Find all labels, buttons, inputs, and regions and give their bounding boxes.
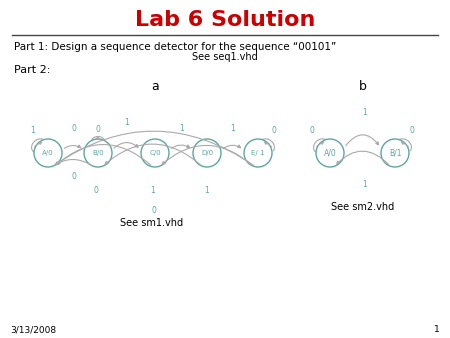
Text: b: b: [359, 79, 367, 93]
Circle shape: [193, 139, 221, 167]
Text: 0: 0: [95, 125, 100, 134]
Circle shape: [381, 139, 409, 167]
Text: 1: 1: [150, 186, 155, 195]
Text: Lab 6 Solution: Lab 6 Solution: [135, 10, 315, 30]
Text: 1: 1: [362, 108, 367, 117]
Text: 1: 1: [434, 325, 440, 335]
Circle shape: [84, 139, 112, 167]
Text: 0: 0: [409, 126, 414, 135]
Text: A/0: A/0: [42, 150, 54, 156]
Text: B/0: B/0: [92, 150, 104, 156]
Text: E/ 1: E/ 1: [251, 150, 265, 156]
Text: 0: 0: [272, 126, 277, 135]
Text: D/0: D/0: [201, 150, 213, 156]
Circle shape: [316, 139, 344, 167]
Text: 1: 1: [362, 180, 367, 189]
Circle shape: [141, 139, 169, 167]
Text: 0: 0: [71, 124, 76, 133]
Text: Part 2:: Part 2:: [14, 65, 50, 75]
Text: A/0: A/0: [324, 148, 337, 158]
Circle shape: [244, 139, 272, 167]
Text: 1: 1: [30, 126, 35, 135]
Text: 0: 0: [151, 206, 156, 215]
Text: a: a: [151, 79, 159, 93]
Text: 1: 1: [124, 118, 129, 127]
Text: 3/13/2008: 3/13/2008: [10, 325, 56, 335]
Text: See sm1.vhd: See sm1.vhd: [121, 218, 184, 228]
Text: B/1: B/1: [389, 148, 401, 158]
Text: See seq1.vhd: See seq1.vhd: [192, 52, 258, 62]
Text: 0: 0: [310, 126, 315, 135]
Text: Part 1: Design a sequence detector for the sequence “00101”: Part 1: Design a sequence detector for t…: [14, 42, 336, 52]
Text: 0: 0: [93, 186, 98, 195]
Text: See sm2.vhd: See sm2.vhd: [331, 202, 395, 212]
Text: 1: 1: [230, 124, 235, 133]
Text: 1: 1: [204, 186, 209, 195]
Text: C/0: C/0: [149, 150, 161, 156]
Text: 1: 1: [179, 124, 184, 133]
Circle shape: [34, 139, 62, 167]
Text: 0: 0: [71, 172, 76, 181]
